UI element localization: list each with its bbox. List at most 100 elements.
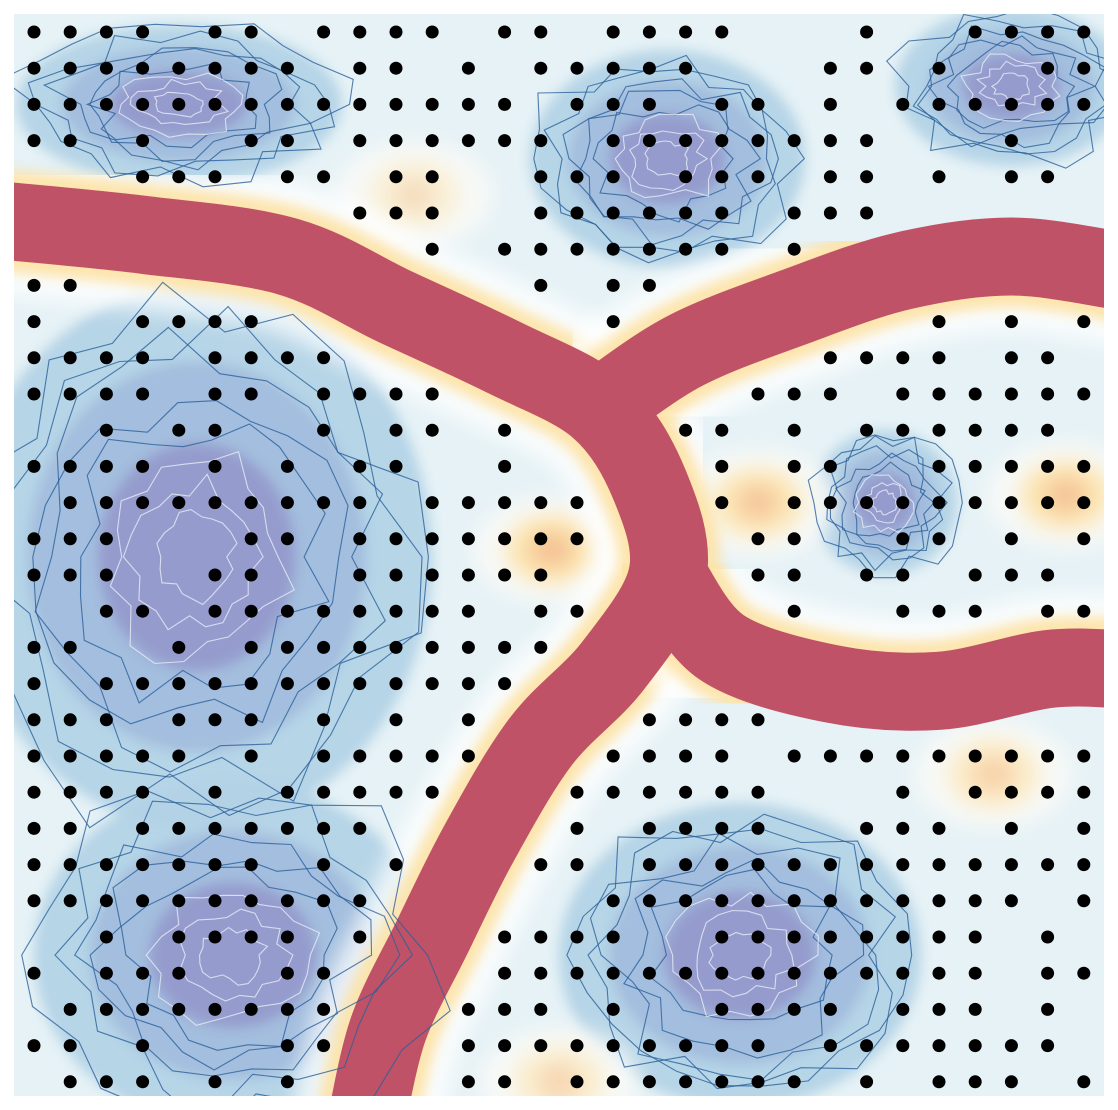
sample-point [679, 242, 693, 256]
sample-point [63, 496, 77, 510]
contour-line [14, 305, 429, 803]
sample-point [136, 170, 150, 184]
sample-point [425, 785, 439, 799]
sample-point [787, 134, 801, 148]
sample-point [823, 170, 837, 184]
sample-point [136, 1002, 150, 1016]
sample-point [353, 821, 367, 835]
sample-point [27, 315, 41, 329]
sample-point [896, 749, 910, 763]
sample-point [1041, 604, 1055, 618]
sample-point [715, 785, 729, 799]
sample-point [172, 930, 186, 944]
sample-point [208, 459, 222, 473]
sample-point [1077, 858, 1091, 872]
sample-point [860, 966, 874, 980]
sample-point [932, 930, 946, 944]
contour-line [807, 435, 963, 579]
sample-point [1004, 821, 1018, 835]
sample-point [172, 170, 186, 184]
contour-line [32, 400, 349, 725]
sample-point [570, 61, 584, 75]
sample-point [353, 568, 367, 582]
sample-point [606, 97, 620, 111]
sample-point [606, 930, 620, 944]
sample-point [679, 966, 693, 980]
sample-point [244, 713, 258, 727]
sample-point [317, 496, 331, 510]
sample-point [317, 351, 331, 365]
contour-line [946, 40, 1076, 129]
contour-line [871, 489, 898, 516]
sample-point [896, 821, 910, 835]
sample-point [244, 61, 258, 75]
contour-line [649, 868, 833, 1021]
sample-point [280, 1075, 294, 1089]
sample-point [642, 242, 656, 256]
sample-point [27, 821, 41, 835]
sample-point [208, 97, 222, 111]
sample-point [570, 858, 584, 872]
sample-point [353, 97, 367, 111]
sample-point [606, 134, 620, 148]
sample-point [461, 496, 475, 510]
sample-point [172, 640, 186, 654]
sample-point [968, 894, 982, 908]
sample-point [534, 242, 548, 256]
sample-point [208, 894, 222, 908]
contour-line [912, 14, 1104, 155]
sample-point [787, 496, 801, 510]
sample-point [1004, 315, 1018, 329]
sample-point [570, 604, 584, 618]
sample-point [1004, 97, 1018, 111]
sample-point [787, 1075, 801, 1089]
sample-point [389, 134, 403, 148]
sample-point [317, 387, 331, 401]
sample-point [1077, 61, 1091, 75]
sample-point [244, 1002, 258, 1016]
sample-point [1041, 1002, 1055, 1016]
sample-point [208, 677, 222, 691]
sample-point [968, 459, 982, 473]
sample-point [99, 532, 113, 546]
sample-point [896, 387, 910, 401]
channels [14, 182, 1104, 1096]
sample-point [280, 170, 294, 184]
sample-point [244, 387, 258, 401]
contour-line [587, 813, 897, 1090]
sample-point [1004, 170, 1018, 184]
sample-point [244, 532, 258, 546]
sample-point [932, 496, 946, 510]
sample-point [570, 532, 584, 546]
sample-point [389, 749, 403, 763]
sample-point [172, 61, 186, 75]
sample-point [27, 459, 41, 473]
sample-point [27, 278, 41, 292]
sample-point [787, 749, 801, 763]
sample-point [317, 749, 331, 763]
sample-point [570, 97, 584, 111]
sample-point [136, 25, 150, 39]
sample-point [642, 966, 656, 980]
sample-point [425, 387, 439, 401]
contour-line [852, 474, 915, 533]
warm-spot-core [392, 176, 436, 213]
sample-point [606, 1075, 620, 1089]
sample-point [1077, 1075, 1091, 1089]
sample-point [461, 1075, 475, 1089]
sample-point [63, 568, 77, 582]
warm-spot-core [537, 1063, 581, 1096]
sample-point [715, 894, 729, 908]
sample-point [63, 858, 77, 872]
plot-area [14, 14, 1104, 1096]
sample-point [823, 206, 837, 220]
sample-point [461, 134, 475, 148]
sample-point [751, 568, 765, 582]
sample-point [99, 713, 113, 727]
contour-line [960, 53, 1061, 123]
sample-point [896, 496, 910, 510]
sample-point [896, 1039, 910, 1053]
sample-point [679, 61, 693, 75]
sample-point [606, 25, 620, 39]
sample-point [99, 423, 113, 437]
